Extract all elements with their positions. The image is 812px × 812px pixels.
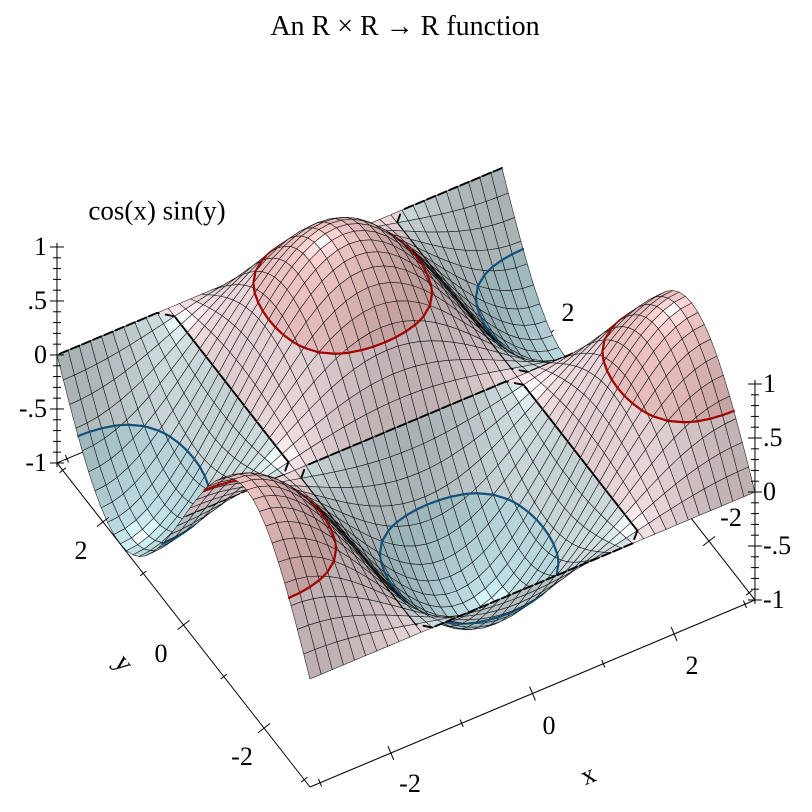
- y-axis-tick-label: -2: [231, 742, 253, 771]
- z-axis-left-tick-label: 0: [34, 340, 47, 369]
- z-axis-right-tick-label: 0: [763, 477, 776, 506]
- x-axis-tick-label: 2: [685, 651, 699, 680]
- y-axis-tick-label: 2: [74, 536, 88, 565]
- z-axis-left-tick-label: 1: [34, 232, 47, 261]
- z-axis-right-tick-label: -.5: [763, 531, 792, 560]
- x-axis-tick-label: 0: [542, 711, 556, 740]
- z-axis-title: cos(x) sin(y): [88, 195, 226, 226]
- x-axis-tick-label: -2: [399, 769, 421, 798]
- z-axis-right-tick-label: -1: [763, 585, 785, 614]
- rear-axis-tick-label: -2: [720, 503, 742, 532]
- z-axis-left-tick-label: .5: [27, 286, 48, 315]
- y-axis-tick-label: 0: [154, 639, 168, 668]
- z-axis-left-tick-label: -.5: [18, 394, 47, 423]
- plot-title: An R × R → R function: [270, 11, 540, 42]
- z-axis-left-tick-label: -1: [25, 448, 47, 477]
- z-axis-right-tick-label: 1: [763, 369, 776, 398]
- rear-axis-tick-label: 2: [561, 298, 575, 327]
- z-axis-right-tick-label: .5: [763, 423, 783, 452]
